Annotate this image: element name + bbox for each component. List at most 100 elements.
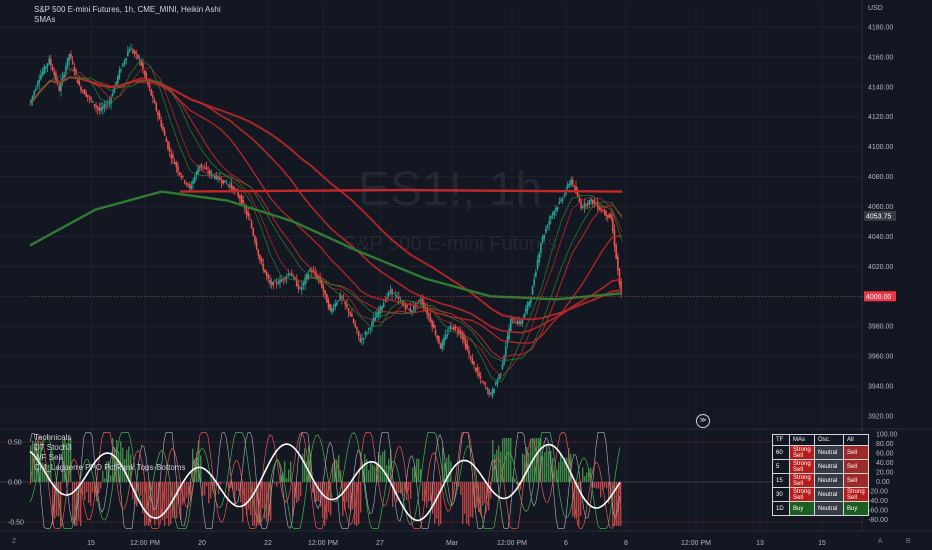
osc-bar	[424, 482, 426, 503]
candle-body	[324, 290, 326, 295]
indicator-label-wf-sell[interactable]: WF Sell	[34, 453, 62, 462]
technicals-tf: 15	[772, 473, 790, 488]
indicator-label-dt-stoch[interactable]: DT Stoch3	[34, 443, 72, 452]
candle-body	[436, 335, 439, 339]
candle-body	[504, 346, 507, 356]
candle-body	[545, 228, 547, 233]
candle-body	[155, 103, 158, 111]
candle-body	[65, 66, 67, 74]
candle-body	[31, 95, 34, 101]
osc-bar	[314, 482, 316, 503]
osc-bar	[166, 482, 168, 519]
osc-bar	[256, 482, 258, 526]
osc-bar	[392, 482, 394, 507]
osc-bar	[378, 452, 380, 482]
candle-body	[488, 389, 490, 395]
candle	[165, 135, 168, 142]
candle-body	[138, 58, 141, 60]
indicator-label-smas: SMAs	[34, 15, 56, 24]
candle-body	[575, 186, 577, 194]
candle-body	[377, 310, 380, 317]
osc-bar	[582, 467, 584, 482]
candle-body	[185, 182, 188, 185]
candle-body	[459, 330, 462, 334]
candle	[127, 46, 129, 57]
osc-bar	[136, 482, 138, 507]
osc-bar	[344, 482, 346, 510]
osc-bar	[398, 482, 400, 493]
technicals-row: 15 Strong Sell Neutral Sell	[772, 473, 869, 488]
candle-body	[113, 86, 116, 94]
candle	[516, 318, 519, 326]
candle	[264, 269, 266, 274]
candle	[63, 72, 66, 80]
osc-bar	[234, 482, 236, 506]
x-tick-label: 13	[756, 540, 764, 547]
candle	[608, 213, 611, 219]
candle	[392, 292, 395, 294]
osc-bar	[356, 482, 358, 526]
candle-body	[132, 49, 134, 53]
candle-body	[90, 97, 92, 101]
candle	[68, 53, 71, 66]
auto-scale-icon[interactable]: A	[878, 538, 883, 545]
candle-body	[163, 130, 166, 136]
osc-bar	[380, 455, 382, 482]
timezone-icon[interactable]: Z	[12, 538, 17, 545]
candle-body	[491, 389, 494, 397]
candle-body	[356, 327, 358, 331]
candle	[381, 305, 383, 314]
y-tick-label: 3980.00	[868, 324, 893, 331]
candle-body	[533, 279, 536, 286]
candle-body	[41, 71, 44, 76]
technicals-header-tf: TF	[772, 434, 790, 446]
candle	[448, 326, 450, 335]
candle-body	[531, 285, 534, 295]
osc-bar	[118, 451, 120, 482]
candle-body	[429, 316, 432, 322]
candle	[43, 63, 46, 75]
candle-body	[224, 180, 226, 183]
candle	[86, 94, 89, 102]
candle	[195, 170, 198, 180]
candle-body	[162, 126, 164, 131]
osc-bar	[550, 450, 552, 482]
osc-bar	[42, 462, 44, 482]
candle	[98, 102, 101, 115]
indicator-label-technicals[interactable]: Technicals	[34, 433, 72, 442]
technicals-header-osc: Osc.	[814, 434, 844, 446]
indicator-label-laguerre[interactable]: CM_Laguerre PPO PctRank Tops-Bottoms	[34, 463, 186, 472]
y-tick-label: 4180.00	[868, 24, 893, 31]
candle	[473, 361, 475, 369]
settings-icon[interactable]: B	[906, 538, 911, 545]
candle	[205, 161, 208, 171]
candle	[489, 392, 492, 396]
candle	[83, 88, 86, 95]
osc-bar	[352, 482, 354, 510]
candle	[257, 248, 260, 259]
candle	[436, 335, 439, 343]
candle	[197, 164, 199, 175]
osc-bar	[146, 482, 148, 526]
osc-bar	[568, 447, 570, 482]
candle	[326, 293, 328, 303]
candle	[481, 379, 484, 383]
candle	[200, 163, 203, 170]
candle	[192, 178, 194, 190]
osc-bar	[310, 453, 312, 482]
technicals-row: 1D Buy Neutral Buy	[772, 501, 869, 516]
osc-bar	[584, 476, 586, 482]
scroll-to-realtime-button[interactable]: ≫	[696, 414, 710, 428]
candle	[103, 100, 106, 113]
candle-body	[438, 336, 440, 344]
candle-body	[583, 202, 586, 208]
candle-body	[351, 314, 353, 317]
candle-body	[515, 322, 517, 324]
candle-body	[165, 138, 168, 142]
candle-body	[182, 175, 184, 177]
candle-body	[494, 383, 497, 385]
candle-body	[76, 77, 79, 84]
osc-bar	[108, 461, 110, 482]
candle-body	[463, 334, 465, 341]
